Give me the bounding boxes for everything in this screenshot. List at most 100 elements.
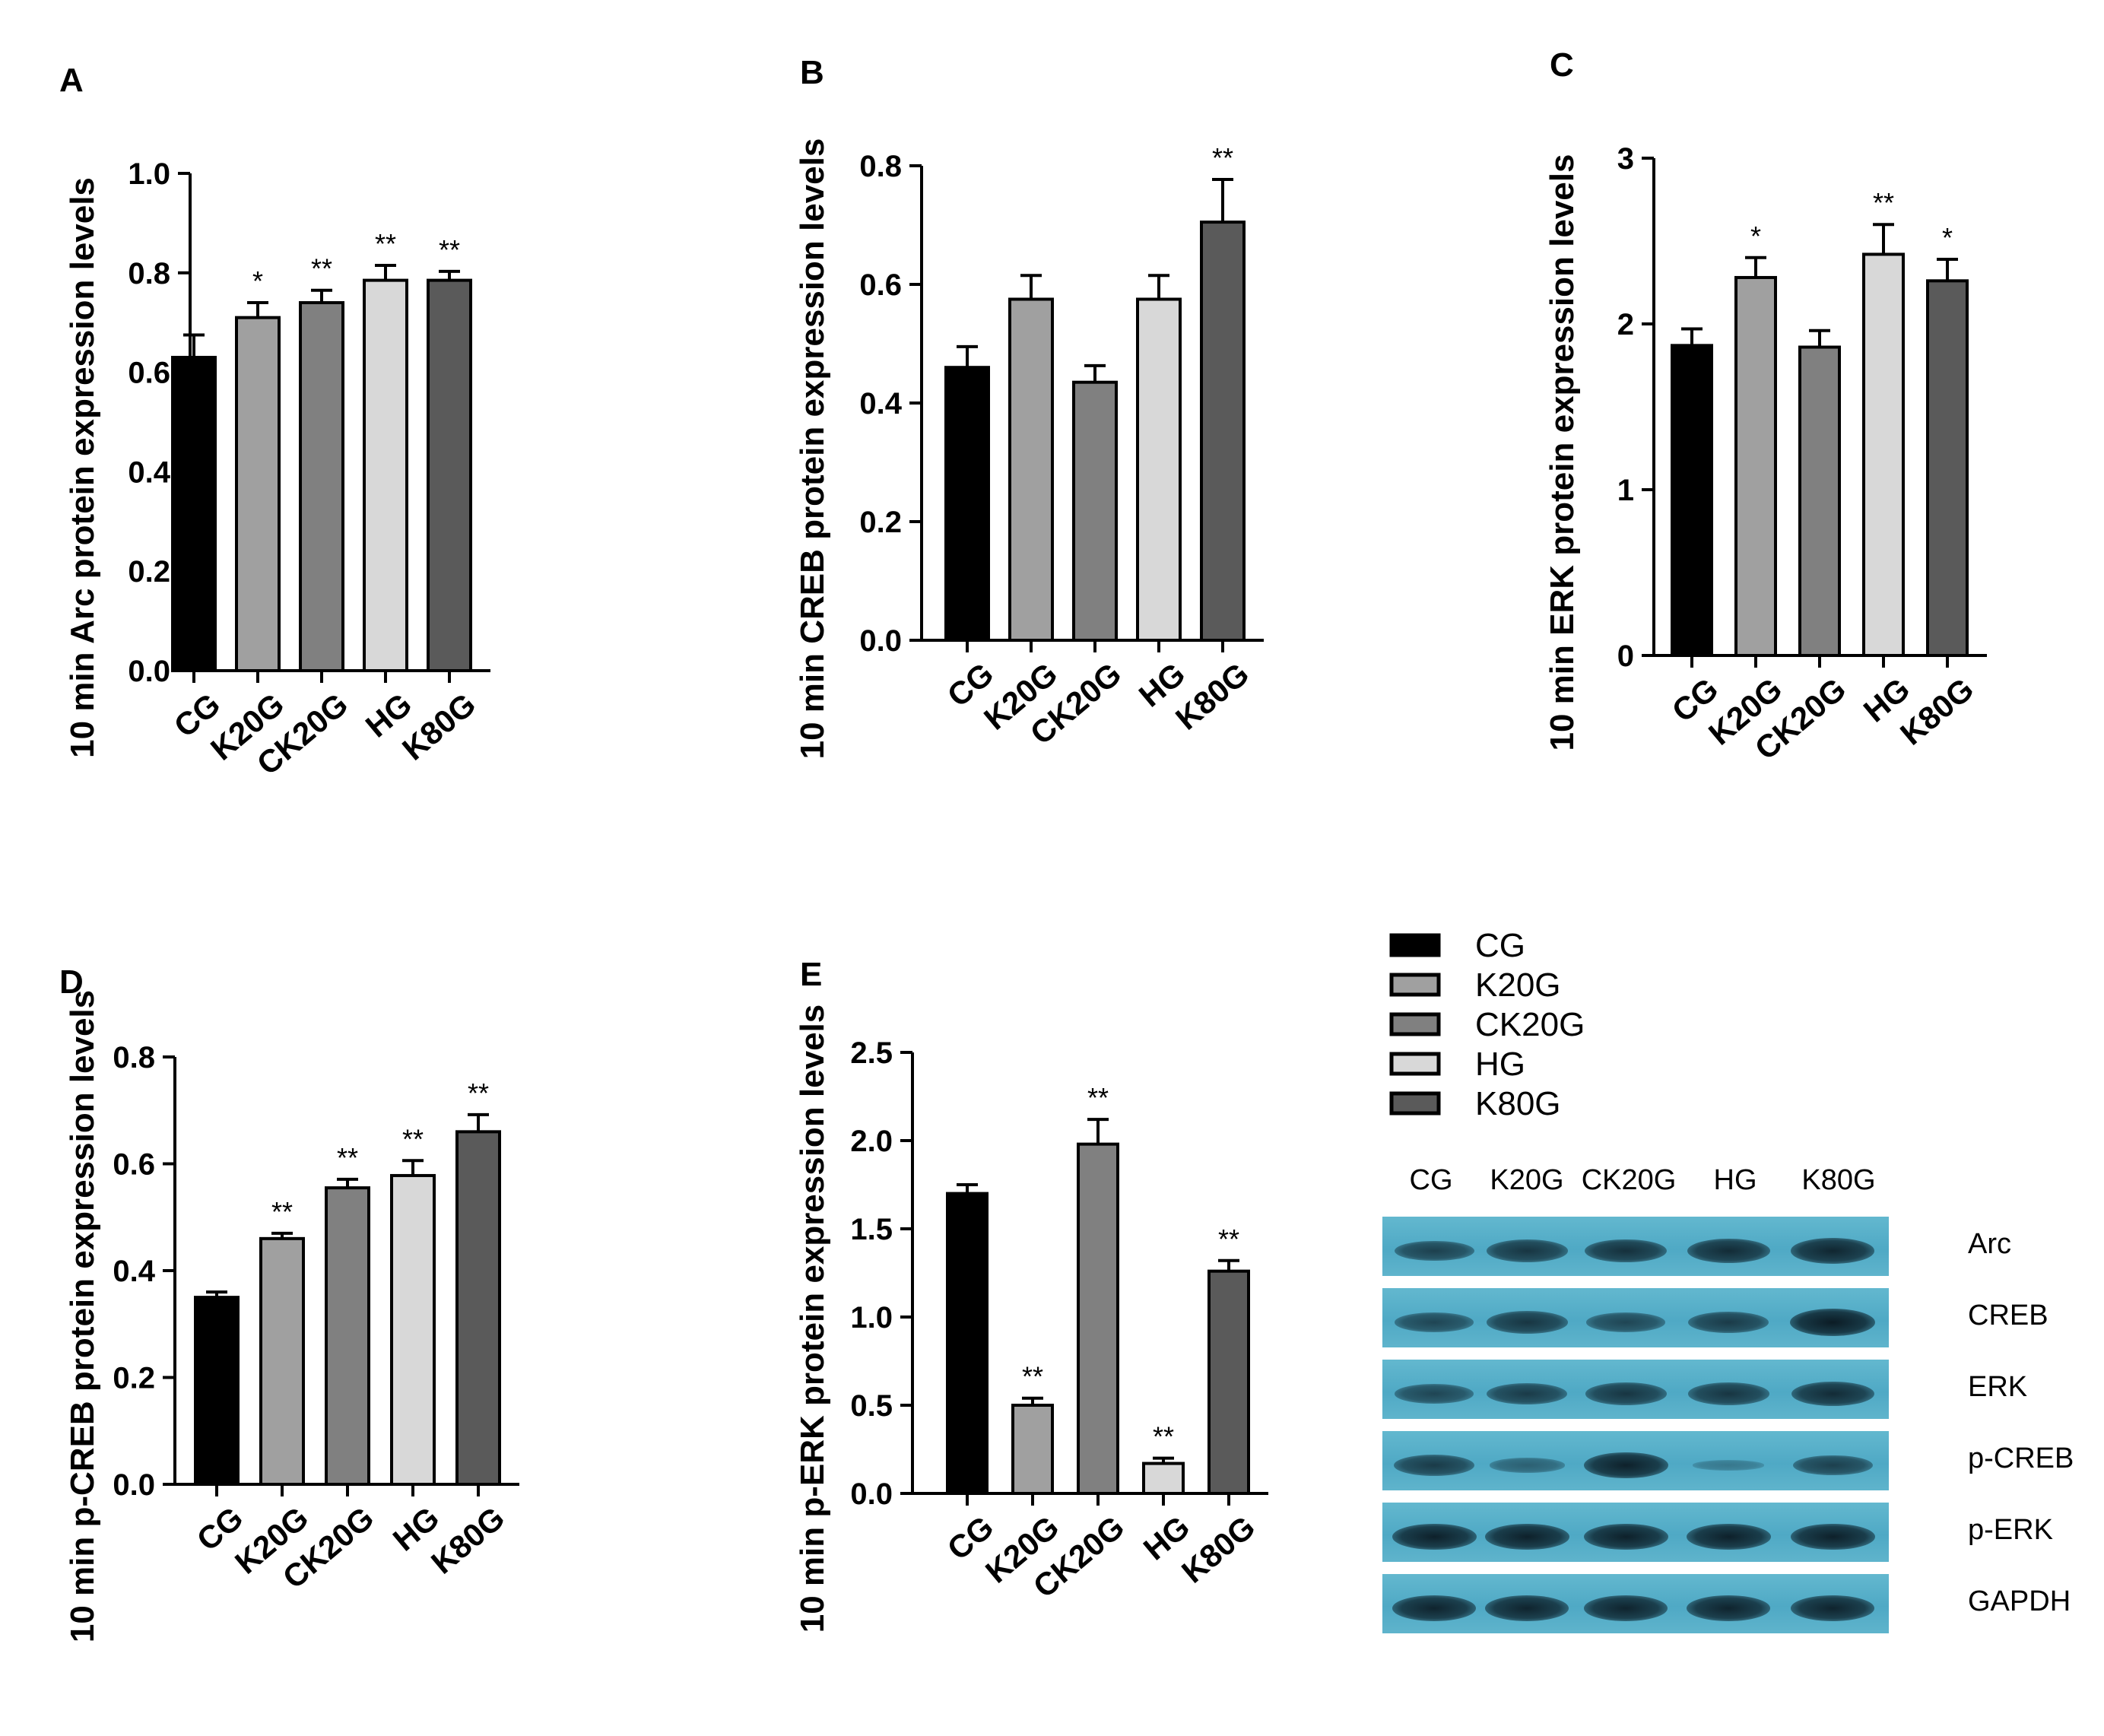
bar-cg bbox=[1671, 344, 1713, 657]
blot-band bbox=[1583, 1595, 1668, 1621]
y-tick-label: 0.6 bbox=[128, 357, 170, 390]
blot-lane-label: HG bbox=[1714, 1164, 1757, 1196]
bar-ck20g bbox=[299, 301, 344, 672]
y-tick-label: 0.8 bbox=[113, 1041, 155, 1074]
significance-marker: * bbox=[1750, 221, 1761, 252]
blot-band bbox=[1792, 1455, 1873, 1476]
y-tick-label: 2.0 bbox=[850, 1125, 893, 1158]
chart-panel-a: A 10 min Arc protein expression levels 0.0… bbox=[59, 62, 490, 782]
blot-protein-label: GAPDH bbox=[1968, 1585, 2071, 1617]
bar-ck20g bbox=[1798, 345, 1841, 657]
y-tick-label: 1.0 bbox=[128, 157, 170, 191]
y-tick-label: 2 bbox=[1617, 308, 1634, 341]
y-axis-label: 10 min ERK protein expression levels bbox=[1544, 154, 1581, 751]
significance-marker: ** bbox=[271, 1196, 293, 1227]
blot-band bbox=[1585, 1382, 1667, 1405]
blot-band bbox=[1688, 1311, 1769, 1334]
blot-strip-arc bbox=[1382, 1217, 1889, 1276]
blot-band bbox=[1686, 1523, 1771, 1550]
blot-band bbox=[1395, 1312, 1474, 1332]
chart-panel-e: E 10 min p-ERK protein expression levels 0… bbox=[794, 956, 1268, 1633]
bar-k80g bbox=[455, 1130, 501, 1486]
y-tick-label: 0 bbox=[1617, 639, 1634, 673]
bar-hg bbox=[1142, 1461, 1185, 1496]
legend-swatch-k20g bbox=[1389, 973, 1441, 997]
significance-marker: ** bbox=[337, 1142, 358, 1173]
blot-band bbox=[1686, 1595, 1771, 1621]
bar-k80g bbox=[1207, 1269, 1250, 1496]
y-tick-label: 0.5 bbox=[850, 1389, 893, 1423]
blot-band bbox=[1687, 1382, 1769, 1405]
blot-band bbox=[1487, 1382, 1567, 1405]
x-tick-label: K80G bbox=[424, 1500, 511, 1581]
blot-band bbox=[1394, 1240, 1474, 1262]
blot-strip-gapdh bbox=[1382, 1574, 1889, 1633]
chart-panel-d: D10 min p-CREB protein expression levels… bbox=[59, 963, 519, 1642]
significance-marker: ** bbox=[1153, 1421, 1174, 1452]
panel-label: E bbox=[800, 956, 822, 993]
y-tick-label: 1 bbox=[1617, 474, 1634, 507]
significance-marker: ** bbox=[1218, 1223, 1239, 1255]
blot-band bbox=[1484, 1523, 1569, 1550]
blot-band bbox=[1484, 1595, 1569, 1621]
blot-band bbox=[1394, 1454, 1474, 1477]
panel-label: C bbox=[1550, 46, 1574, 84]
y-tick-label: 3 bbox=[1617, 142, 1634, 176]
blot-strip-creb bbox=[1382, 1288, 1889, 1347]
x-tick-label: K80G bbox=[1169, 655, 1255, 737]
bar-ck20g bbox=[325, 1186, 370, 1487]
y-tick-label: 0.2 bbox=[128, 555, 170, 589]
blot-band bbox=[1790, 1309, 1875, 1336]
bar-cg bbox=[194, 1296, 240, 1486]
blot-band bbox=[1791, 1381, 1874, 1407]
bar-hg bbox=[390, 1173, 436, 1486]
blot-band bbox=[1583, 1523, 1668, 1550]
blot-lane-label: K20G bbox=[1490, 1164, 1563, 1196]
y-tick-label: 0.4 bbox=[859, 387, 902, 421]
blot-band bbox=[1791, 1238, 1874, 1264]
bar-ck20g bbox=[1077, 1142, 1119, 1495]
legend-label: HG bbox=[1475, 1046, 1525, 1083]
legend-label: CG bbox=[1475, 927, 1525, 964]
bar-k20g bbox=[1734, 275, 1777, 657]
blot-band bbox=[1692, 1460, 1765, 1471]
x-tick-label: K80G bbox=[1175, 1509, 1261, 1590]
blot-strip-p-creb bbox=[1382, 1431, 1889, 1490]
legend-swatch-ck20g bbox=[1389, 1012, 1441, 1036]
legend-label: K80G bbox=[1475, 1085, 1561, 1122]
blot-band bbox=[1392, 1595, 1477, 1621]
panel-label: A bbox=[59, 62, 84, 99]
blot-lane-label: K80G bbox=[1801, 1164, 1875, 1196]
significance-marker: ** bbox=[439, 234, 460, 265]
significance-marker: ** bbox=[402, 1123, 424, 1154]
bar-k20g bbox=[235, 316, 281, 672]
blot-strip-p-erk bbox=[1382, 1503, 1889, 1562]
blot-protein-label: CREB bbox=[1968, 1300, 2048, 1331]
y-tick-label: 0.0 bbox=[128, 655, 170, 688]
blot-band bbox=[1585, 1239, 1667, 1263]
y-tick-label: 0.0 bbox=[850, 1477, 893, 1511]
significance-marker: * bbox=[252, 265, 263, 297]
blot-strip-erk bbox=[1382, 1360, 1889, 1419]
bar-cg bbox=[171, 355, 217, 672]
y-tick-label: 0.0 bbox=[113, 1468, 155, 1502]
blot-band bbox=[1586, 1312, 1665, 1332]
y-tick-label: 0.4 bbox=[113, 1255, 155, 1288]
y-tick-label: 0.2 bbox=[859, 506, 902, 539]
panel-label: D bbox=[59, 963, 84, 1001]
y-axis-label: 10 min p-CREB protein expression levels bbox=[64, 990, 101, 1642]
blot-protein-label: p-ERK bbox=[1968, 1514, 2053, 1546]
blot-lane-label: CG bbox=[1410, 1164, 1453, 1196]
x-tick-label: K80G bbox=[395, 686, 482, 767]
bar-hg bbox=[1862, 252, 1905, 657]
significance-marker: ** bbox=[311, 253, 332, 284]
blot-lane-label: CK20G bbox=[1582, 1164, 1677, 1196]
blot-band bbox=[1583, 1452, 1668, 1479]
blot-protein-label: ERK bbox=[1968, 1371, 2027, 1403]
y-axis-label: 10 min CREB protein expression levels bbox=[794, 138, 831, 760]
y-tick-label: 0.0 bbox=[859, 624, 902, 658]
bar-k20g bbox=[1008, 297, 1054, 642]
y-tick-label: 1.0 bbox=[850, 1301, 893, 1335]
